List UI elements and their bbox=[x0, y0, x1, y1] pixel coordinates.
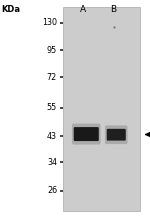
Text: A: A bbox=[80, 5, 86, 14]
Text: KDa: KDa bbox=[2, 5, 21, 14]
Text: 72: 72 bbox=[47, 73, 57, 82]
Bar bbox=[63, 7, 140, 211]
Text: 43: 43 bbox=[47, 132, 57, 141]
Text: 26: 26 bbox=[47, 186, 57, 195]
FancyBboxPatch shape bbox=[72, 124, 100, 145]
FancyBboxPatch shape bbox=[74, 127, 99, 141]
Text: 130: 130 bbox=[42, 18, 57, 27]
Text: 55: 55 bbox=[47, 103, 57, 112]
Text: 95: 95 bbox=[47, 46, 57, 55]
FancyBboxPatch shape bbox=[107, 129, 126, 141]
FancyBboxPatch shape bbox=[105, 125, 128, 144]
Text: 34: 34 bbox=[47, 158, 57, 167]
Text: B: B bbox=[110, 5, 116, 14]
